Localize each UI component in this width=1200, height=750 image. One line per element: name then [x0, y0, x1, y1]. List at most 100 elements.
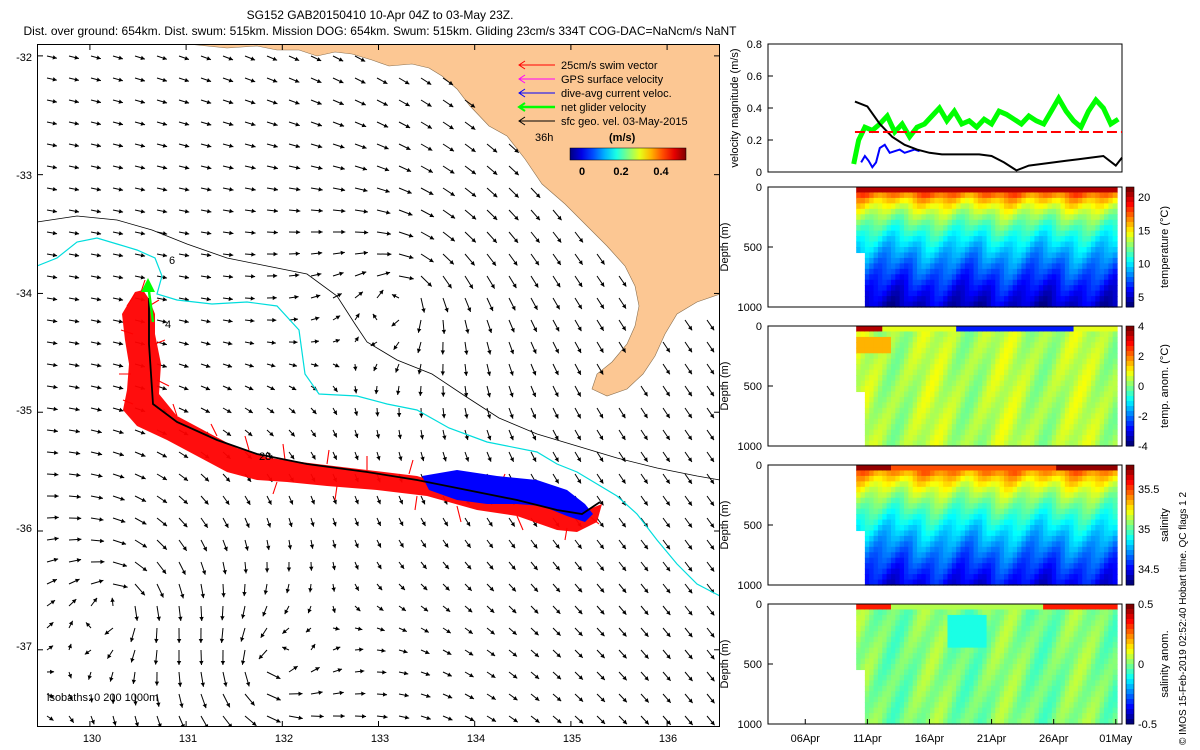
isobaths-label: isobaths: 0 200 1000m	[47, 692, 158, 704]
colorbar-tick: 2	[1138, 351, 1144, 363]
velocity-ytick: 0.8	[747, 39, 762, 51]
velocity-ytick: 0.6	[747, 71, 762, 83]
lat-tick-35: -35	[16, 405, 32, 417]
velocity-series	[851, 93, 1123, 172]
depth-axis-label: Depth (m)	[719, 362, 731, 411]
temp-anomaly-section: 0 500 1000 Depth (m) -4 -2 0 2 4 temp. anom. (°C)	[719, 321, 1170, 453]
depth-axis-label: Depth (m)	[719, 501, 731, 550]
colorbar-tick: 35	[1138, 524, 1150, 536]
velocity-series-0	[851, 93, 1120, 165]
lon-tick-133: 133	[371, 733, 389, 745]
legend-box: 25cm/s swim vector GPS surface velocity …	[517, 60, 688, 144]
colorbar-tick: 35.5	[1138, 484, 1159, 496]
temp-anom--cells	[856, 326, 1118, 447]
velocity-ytick: 0.2	[747, 135, 762, 147]
depth-tick: 500	[744, 520, 762, 532]
colorbar-label: temp. anom. (°C)	[1159, 344, 1170, 428]
lat-tick-34: -34	[16, 288, 32, 300]
lat-tick-36: -36	[16, 523, 32, 535]
date-tick: 21Apr	[977, 733, 1007, 745]
depth-tick: 1000	[738, 719, 762, 731]
colorbar-tick: 20	[1138, 192, 1150, 204]
lon-tick-131: 131	[179, 733, 197, 745]
velocity-ytick: 0.4	[747, 103, 762, 115]
depth-axis-label: Depth (m)	[719, 223, 731, 272]
legend-age-label: 36h	[535, 132, 553, 144]
figure-subtitle: Dist. over ground: 654km. Dist. swum: 51…	[23, 24, 737, 38]
net-glider-velocity-arrow	[141, 278, 155, 323]
colorbar-label: salinity	[1159, 508, 1170, 542]
colorbar-tick: 10	[1138, 259, 1150, 271]
legend-gps-velocity: GPS surface velocity	[561, 74, 664, 86]
colorbar-tick: -4	[1138, 441, 1148, 453]
velocity-series-1	[860, 143, 920, 169]
date-tick: 06Apr	[791, 733, 821, 745]
velocity-axis: 0 0.2 0.4 0.6 0.8	[747, 39, 773, 179]
date-tick: 11Apr	[853, 733, 882, 745]
colorbar-tick: 15	[1138, 225, 1150, 237]
colorbar-tick-0: 0	[579, 166, 585, 178]
colorbar-tick: 0	[1138, 381, 1144, 393]
colorbar-tick: 0	[1138, 659, 1144, 671]
coastline-land	[186, 44, 720, 397]
colorbar-tick-02: 0.2	[613, 166, 628, 178]
colorbar-tick: 5	[1138, 292, 1144, 304]
depth-tick: 0	[756, 182, 762, 194]
salinity-anom--cells	[856, 604, 1118, 725]
lon-tick-134: 134	[467, 733, 485, 745]
surface-velocity-field	[46, 55, 715, 727]
glider-track-map: 6 4 28 25cm/s swim vector GPS surface ve…	[37, 44, 720, 727]
legend-swim-vector: 25cm/s swim vector	[561, 60, 658, 72]
depth-tick: 500	[744, 242, 762, 254]
section-colorbar: 0.5 0 -0.5	[1125, 599, 1157, 731]
colorbar-tick: 4	[1138, 321, 1144, 333]
speed-colorbar-ticks: 0 0.2 0.4	[579, 166, 670, 178]
colorbar-label: salinity anom.	[1159, 630, 1170, 697]
figure-title: SG152 GAB20150410 10-Apr 04Z to 03-May 2…	[246, 8, 514, 22]
colorbar-tick-04: 0.4	[653, 166, 669, 178]
date-tick: 26Apr	[1039, 733, 1069, 745]
colorbar-units: (m/s)	[609, 132, 636, 144]
depth-tick: 500	[744, 381, 762, 393]
isobath-1000m	[37, 215, 720, 481]
velocity-magnitude-chart: 0 0.2 0.4 0.6 0.8 velocity magnitude (m/s)	[729, 39, 1123, 179]
section-colorbar: 34.5 35 35.5	[1125, 464, 1159, 586]
lon-tick-136: 136	[659, 733, 677, 745]
lon-tick-132: 132	[275, 733, 293, 745]
depth-tick: 1000	[738, 580, 762, 592]
section-colorbar: -4 -2 0 2 4	[1125, 321, 1148, 453]
lat-tick-37: -37	[16, 641, 32, 653]
legend-net-glider-velocity: net glider velocity	[561, 102, 646, 114]
depth-tick: 0	[756, 599, 762, 611]
depth-tick: 500	[744, 659, 762, 671]
depth-tick: 1000	[738, 441, 762, 453]
lon-tick-130: 130	[83, 733, 101, 745]
colorbar-tick: -2	[1138, 411, 1148, 423]
temperature-cells	[856, 187, 1118, 308]
track-label-4: 4	[165, 319, 171, 331]
depth-tick: 1000	[738, 302, 762, 314]
copyright-footer: © IMOS 15-Feb-2019 02:52:40 Hobart time.…	[1178, 491, 1189, 745]
velocity-ytick: 0	[756, 167, 762, 179]
depth-axis-label: Depth (m)	[719, 640, 731, 689]
depth-tick: 0	[756, 460, 762, 472]
legend-dive-avg-current: dive-avg current veloc.	[561, 88, 672, 100]
isobath-200m	[37, 237, 720, 597]
date-tick: 16Apr	[915, 733, 945, 745]
track-label-6: 6	[169, 255, 175, 267]
glider-track	[148, 298, 601, 515]
velocity-series-2	[854, 100, 1123, 172]
lat-tick-32: -32	[16, 52, 32, 64]
speed-colorbar	[569, 147, 687, 161]
legend-sfc-geo-velocity: sfc geo. vel. 03-May-2015	[561, 116, 688, 128]
section-colorbar: 5 10 15 20	[1125, 186, 1150, 308]
temperature-section: 0 500 1000 Depth (m) 5 10 15 20 temperature (°C)	[719, 182, 1170, 314]
colorbar-label: temperature (°C)	[1159, 206, 1170, 288]
colorbar-tick: 34.5	[1138, 564, 1159, 576]
date-tick: 01May	[1099, 733, 1133, 745]
map-axis-ticks	[37, 44, 720, 727]
lat-tick-33: -33	[16, 170, 32, 182]
colorbar-tick: -0.5	[1138, 719, 1157, 731]
salinity-section: 0 500 1000 Depth (m) 34.5 35 35.5 salinity	[719, 460, 1170, 592]
